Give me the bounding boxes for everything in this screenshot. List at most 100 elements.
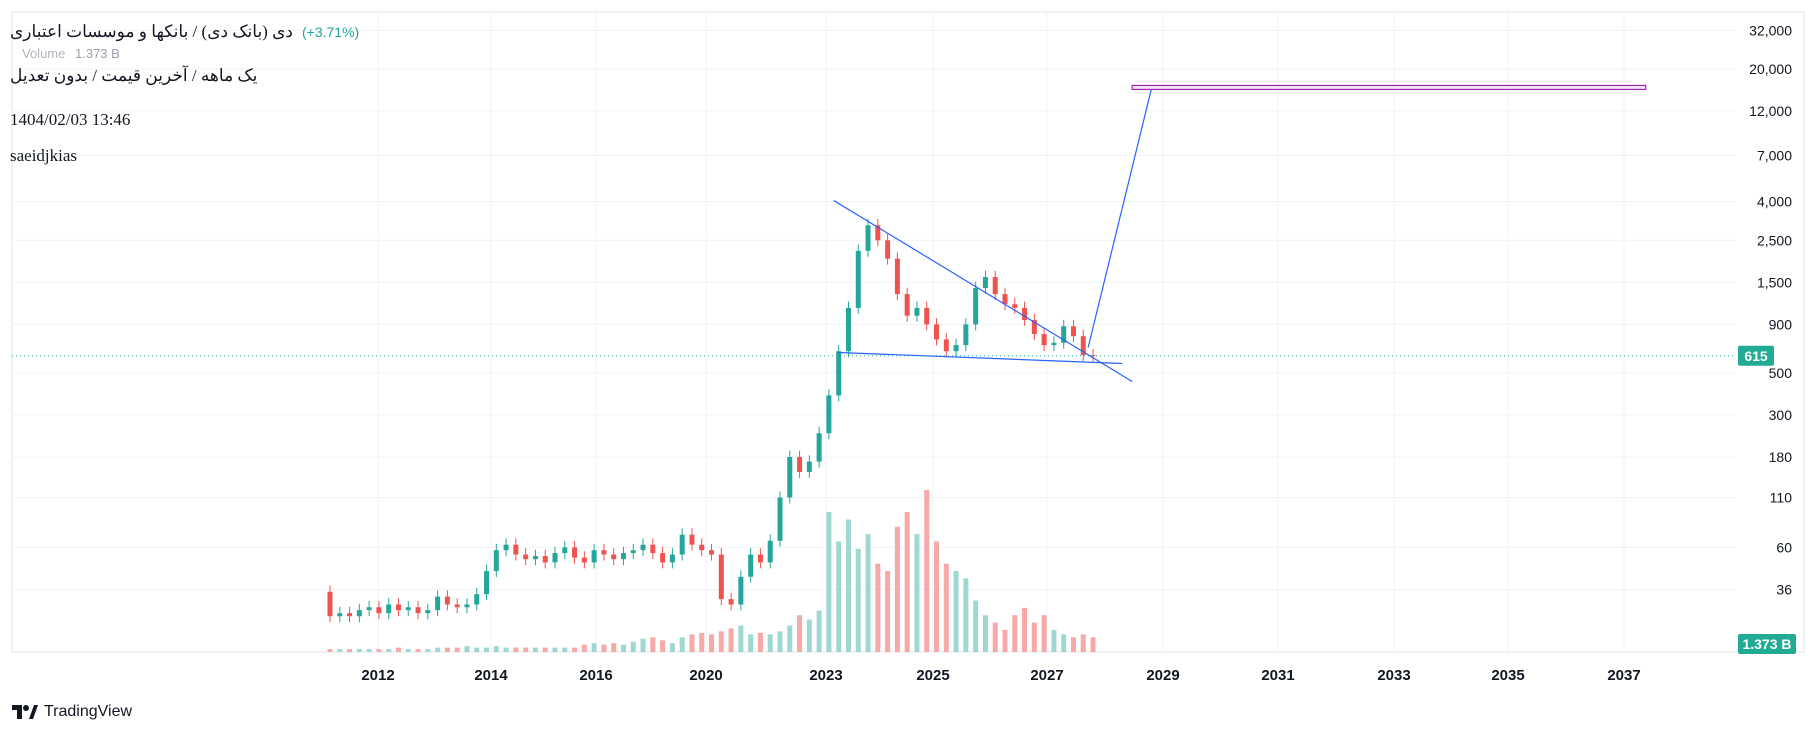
brand-name: TradingView — [44, 703, 133, 720]
candle-body — [992, 277, 998, 295]
volume-bar — [620, 644, 626, 652]
volume-bar — [552, 647, 558, 652]
volume-bar — [542, 647, 548, 652]
candle-body — [787, 456, 793, 498]
volume-bar — [366, 649, 372, 652]
candle-body — [1031, 319, 1037, 335]
candle-body — [640, 544, 646, 551]
candle-body — [865, 225, 871, 251]
author-name: saeidjkias — [10, 146, 78, 165]
candle-body — [699, 544, 705, 551]
x-tick-label: 2012 — [361, 667, 394, 684]
candle-body — [1061, 326, 1067, 343]
y-tick-label: 500 — [1769, 365, 1793, 381]
last-volume-badge-text: 1.373 B — [1742, 636, 1791, 652]
volume-bar — [865, 534, 871, 652]
candle-body — [493, 550, 499, 572]
candle-body — [875, 225, 881, 241]
candle-body — [572, 547, 578, 558]
candle-body — [728, 599, 734, 605]
candle-body — [757, 554, 763, 563]
candle-body — [748, 554, 754, 577]
volume-bar — [953, 571, 959, 652]
volume-bar — [356, 649, 362, 652]
candle-body — [620, 553, 626, 560]
volume-bar — [327, 649, 333, 652]
volume-bar — [738, 625, 744, 652]
volume-bar — [767, 634, 773, 652]
volume-bar — [1090, 637, 1096, 652]
snapshot-datetime: 1404/02/03 13:46 — [10, 110, 131, 129]
tradingview-logo-icon — [12, 705, 38, 719]
volume-bar — [885, 571, 891, 652]
candle-body — [552, 553, 558, 563]
volume-bar — [405, 649, 411, 652]
volume-bar — [806, 619, 812, 652]
candle-body — [660, 553, 666, 563]
candle-body — [914, 307, 920, 316]
volume-bar — [1031, 622, 1037, 652]
x-tick-label: 2014 — [474, 667, 508, 684]
tradingview-brand[interactable]: TradingView — [12, 703, 132, 721]
candle-body — [669, 554, 675, 563]
candle-body — [679, 534, 685, 555]
candle-body — [464, 604, 470, 608]
volume-bar — [797, 615, 803, 652]
volume-bar — [474, 647, 480, 652]
volume-legend-value: 1.373 B — [75, 46, 120, 61]
candle-body — [327, 591, 333, 617]
candle-body — [630, 550, 636, 554]
x-tick-label: 2025 — [916, 667, 949, 684]
volume-bar — [650, 637, 656, 652]
trendline — [833, 200, 1133, 382]
candle-body — [924, 307, 930, 325]
candle-body — [405, 607, 411, 611]
x-tick-label: 2020 — [689, 667, 722, 684]
candle-body — [356, 610, 362, 617]
volume-bar — [503, 647, 509, 652]
x-tick-label: 2029 — [1146, 667, 1179, 684]
candle-body — [826, 395, 832, 434]
symbol-title: دی (بانک دی) / بانکها و موسسات اعتباری — [10, 22, 293, 41]
volume-bar — [415, 649, 421, 652]
y-tick-label: 32,000 — [1749, 22, 1792, 38]
candle-body — [1090, 355, 1096, 357]
y-tick-label: 7,000 — [1757, 148, 1792, 164]
x-tick-label: 2016 — [579, 667, 612, 684]
y-tick-label: 36 — [1776, 581, 1792, 597]
candle-body — [1080, 336, 1086, 356]
candle-body — [1051, 342, 1057, 346]
volume-bar — [836, 541, 842, 652]
x-tick-label: 2033 — [1377, 667, 1410, 684]
candle-body — [484, 571, 490, 595]
y-tick-label: 180 — [1769, 449, 1793, 465]
candle-body — [435, 596, 441, 611]
volume-bar — [973, 600, 979, 652]
x-tick-label: 2031 — [1261, 667, 1294, 684]
candle-body — [415, 607, 421, 614]
candle-body — [1002, 294, 1008, 305]
volume-bar — [572, 647, 578, 652]
volume-bar — [640, 638, 646, 652]
volume-bar — [435, 647, 441, 652]
volume-bar — [728, 628, 734, 652]
volume-bar — [689, 634, 695, 652]
y-tick-label: 4,000 — [1757, 194, 1792, 210]
x-tick-label: 2027 — [1030, 667, 1063, 684]
volume-bar — [669, 643, 675, 652]
candle-body — [904, 294, 910, 316]
candle-body — [885, 240, 891, 259]
volume-bar — [347, 649, 353, 652]
trendline — [838, 351, 1123, 365]
candle-body — [444, 596, 450, 605]
volume-bar — [934, 541, 940, 652]
volume-bar — [709, 634, 715, 652]
volume-bar — [1022, 607, 1028, 652]
volume-bar — [611, 643, 617, 652]
candle-body — [777, 497, 783, 541]
volume-bar — [816, 610, 822, 652]
volume-bar — [757, 632, 763, 652]
volume-bar — [484, 647, 490, 652]
